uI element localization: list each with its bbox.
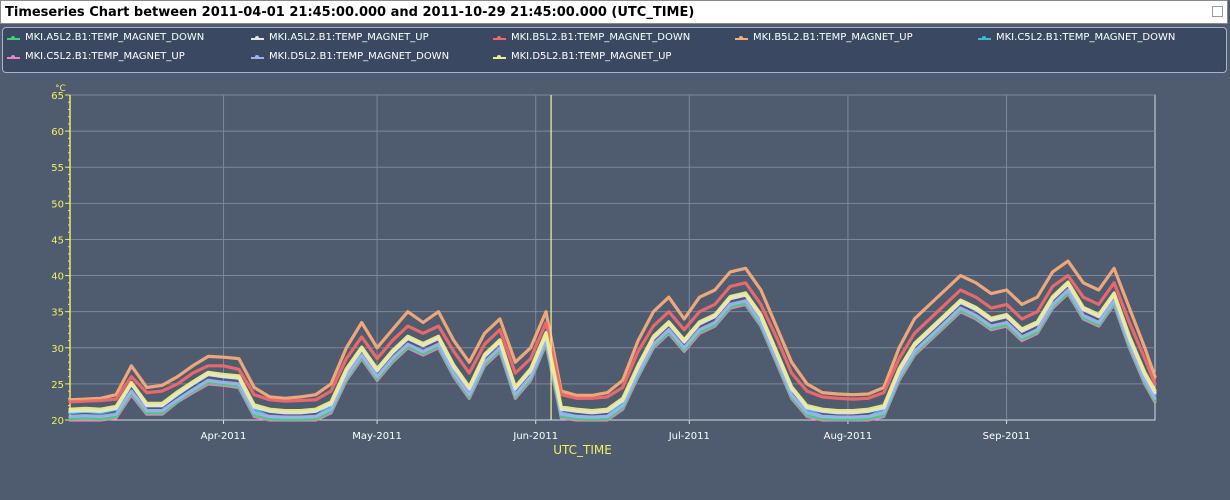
window-title: Timeseries Chart between 2011-04-01 21:4… bbox=[5, 5, 695, 20]
legend-label: MKI.C5L2.B1:TEMP_MAGNET_UP bbox=[25, 51, 185, 62]
legend-marker-icon bbox=[739, 36, 743, 40]
legend-marker-icon bbox=[11, 55, 15, 59]
plot-area bbox=[69, 94, 1156, 421]
legend-marker-icon bbox=[497, 36, 501, 40]
y-tick-label: 50 bbox=[51, 199, 64, 210]
y-tick-label: 25 bbox=[51, 380, 64, 391]
legend-marker-icon bbox=[11, 36, 15, 40]
legend-marker-icon bbox=[255, 36, 259, 40]
series-line bbox=[68, 259, 1157, 402]
y-tick-label: 30 bbox=[51, 344, 64, 355]
y-tick-label: 55 bbox=[51, 163, 64, 174]
series-line bbox=[68, 274, 1157, 404]
x-tick-label: Jul-2011 bbox=[668, 431, 710, 442]
x-tick-label: Aug-2011 bbox=[824, 431, 873, 442]
legend-label: MKI.D5L2.B1:TEMP_MAGNET_UP bbox=[511, 51, 672, 62]
series-line bbox=[68, 280, 1157, 413]
series-line bbox=[68, 281, 1157, 420]
legend-label: MKI.A5L2.B1:TEMP_MAGNET_UP bbox=[269, 32, 429, 43]
y-axis-unit-label: °C bbox=[55, 84, 66, 94]
legend-label: MKI.D5L2.B1:TEMP_MAGNET_DOWN bbox=[269, 51, 450, 62]
window-control-box[interactable] bbox=[1212, 6, 1223, 17]
y-tick-label: 65 bbox=[51, 91, 64, 102]
legend-label: MKI.A5L2.B1:TEMP_MAGNET_DOWN bbox=[25, 32, 205, 43]
legend-marker-icon bbox=[497, 55, 501, 59]
y-tick-label: 20 bbox=[51, 416, 64, 427]
y-tick-label: 60 bbox=[51, 127, 64, 138]
legend-marker-icon bbox=[982, 36, 986, 40]
y-tick-label: 35 bbox=[51, 308, 64, 319]
x-tick-label: Jun-2011 bbox=[512, 431, 558, 442]
legend-label: MKI.C5L2.B1:TEMP_MAGNET_DOWN bbox=[996, 32, 1176, 43]
legend: MKI.A5L2.B1:TEMP_MAGNET_DOWN MKI.A5L2.B1:… bbox=[2, 27, 1227, 73]
series-line bbox=[68, 288, 1157, 419]
y-tick-label: 40 bbox=[51, 272, 64, 283]
x-tick-label: Apr-2011 bbox=[201, 431, 247, 442]
legend-label: MKI.B5L2.B1:TEMP_MAGNET_DOWN bbox=[511, 32, 691, 43]
y-tick-label: 45 bbox=[51, 235, 64, 246]
x-tick-label: Sep-2011 bbox=[983, 431, 1031, 442]
x-axis-label: UTC_TIME bbox=[553, 443, 612, 457]
x-tick-label: May-2011 bbox=[352, 431, 402, 442]
legend-label: MKI.B5L2.B1:TEMP_MAGNET_UP bbox=[753, 32, 913, 43]
legend-marker-icon bbox=[255, 55, 259, 59]
window-titlebar: Timeseries Chart between 2011-04-01 21:4… bbox=[0, 0, 1228, 24]
